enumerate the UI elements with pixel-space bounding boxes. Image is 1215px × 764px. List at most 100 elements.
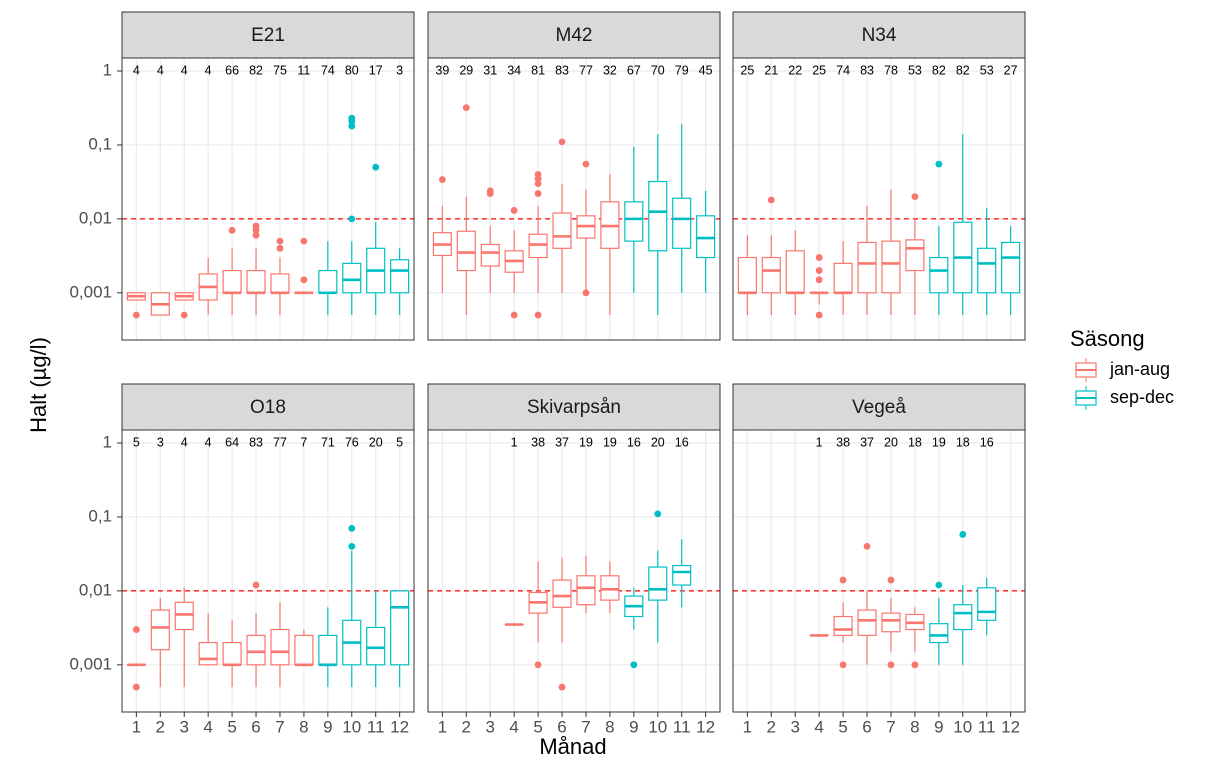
outlier	[534, 170, 542, 178]
count-label: 4	[205, 63, 212, 77]
count-label: 3	[157, 435, 164, 449]
count-label: 74	[836, 63, 850, 77]
box	[953, 604, 973, 631]
outlier	[510, 207, 518, 214]
box	[696, 215, 716, 259]
outlier	[654, 510, 662, 518]
count-label: 25	[812, 63, 826, 77]
count-label: 4	[133, 63, 140, 77]
box	[857, 609, 877, 636]
box	[881, 612, 901, 633]
x-tick-label: 6	[557, 717, 566, 736]
box	[456, 230, 476, 272]
count-label: 39	[435, 63, 449, 77]
outlier	[252, 581, 260, 589]
count-label: 21	[764, 63, 778, 77]
panel-border	[732, 429, 1026, 713]
y-tick-label: 0,01	[79, 208, 112, 227]
box	[624, 201, 644, 242]
panel-bg	[122, 430, 414, 712]
x-tick-label: 4	[203, 717, 212, 736]
legend-label: jan-aug	[1109, 359, 1170, 379]
outlier	[815, 276, 823, 284]
box	[390, 590, 410, 666]
y-tick-label: 0,1	[88, 506, 112, 525]
count-label: 75	[273, 63, 287, 77]
count-label: 66	[225, 63, 239, 77]
x-tick-label: 8	[605, 717, 614, 736]
box	[977, 587, 997, 621]
outlier	[582, 160, 590, 168]
outlier	[132, 311, 140, 319]
x-tick-label: 6	[251, 717, 260, 736]
count-label: 53	[908, 63, 922, 77]
panel-border	[121, 57, 415, 341]
x-tick-label: 5	[227, 717, 236, 736]
count-label: 31	[483, 63, 497, 77]
strip	[427, 383, 721, 431]
box	[761, 256, 781, 294]
count-label: 80	[345, 63, 359, 77]
legend-label: sep-dec	[1110, 387, 1174, 407]
x-tick-label: 7	[581, 717, 590, 736]
x-tick-label: 10	[953, 717, 972, 736]
outlier	[839, 661, 847, 669]
x-tick-label: 6	[862, 717, 871, 736]
count-label: 18	[956, 435, 970, 449]
outlier	[911, 193, 919, 201]
outlier	[558, 138, 566, 146]
x-tick-label: 4	[509, 717, 518, 736]
outlier	[935, 581, 943, 589]
count-label: 74	[321, 63, 335, 77]
count-label: 38	[531, 435, 545, 449]
x-tick-label: 8	[910, 717, 919, 736]
count-label: 32	[603, 63, 617, 77]
outlier	[510, 311, 518, 319]
outlier	[887, 661, 895, 669]
box	[150, 609, 170, 651]
box	[222, 641, 242, 666]
box	[905, 239, 925, 272]
count-label: 70	[651, 63, 665, 77]
x-tick-label: 3	[179, 717, 188, 736]
count-label: 3	[396, 63, 403, 77]
box	[270, 273, 290, 294]
x-tick-label: 11	[673, 717, 691, 736]
outlier	[348, 122, 356, 130]
strip	[732, 11, 1026, 59]
x-tick-label: 10	[342, 717, 361, 736]
outlier	[438, 176, 446, 183]
outlier	[534, 311, 542, 319]
count-label: 34	[507, 63, 521, 77]
count-label: 20	[369, 435, 383, 449]
panel-border	[732, 57, 1026, 341]
outlier	[863, 542, 871, 550]
outlier	[276, 244, 284, 252]
outlier	[228, 226, 236, 234]
count-label: 20	[651, 435, 665, 449]
strip-label: N34	[862, 25, 897, 46]
count-label: 71	[321, 435, 335, 449]
panel-border	[121, 429, 415, 713]
count-label: 17	[369, 63, 383, 77]
count-label: 67	[627, 63, 641, 77]
outlier	[348, 215, 356, 223]
count-label: 5	[396, 435, 403, 449]
count-label: 82	[932, 63, 946, 77]
count-label: 79	[675, 63, 689, 77]
box	[222, 269, 242, 294]
outlier	[582, 289, 590, 297]
outlier	[887, 576, 895, 584]
x-tick-label: 1	[438, 717, 447, 736]
x-axis-label: Månad	[539, 734, 606, 759]
x-tick-label: 9	[323, 717, 332, 736]
box	[552, 579, 572, 608]
count-label: 77	[273, 435, 287, 449]
count-label: 45	[699, 63, 713, 77]
count-label: 7	[300, 435, 307, 449]
outlier	[534, 190, 542, 197]
count-label: 77	[579, 63, 593, 77]
count-label: 20	[884, 435, 898, 449]
outlier	[132, 626, 140, 633]
